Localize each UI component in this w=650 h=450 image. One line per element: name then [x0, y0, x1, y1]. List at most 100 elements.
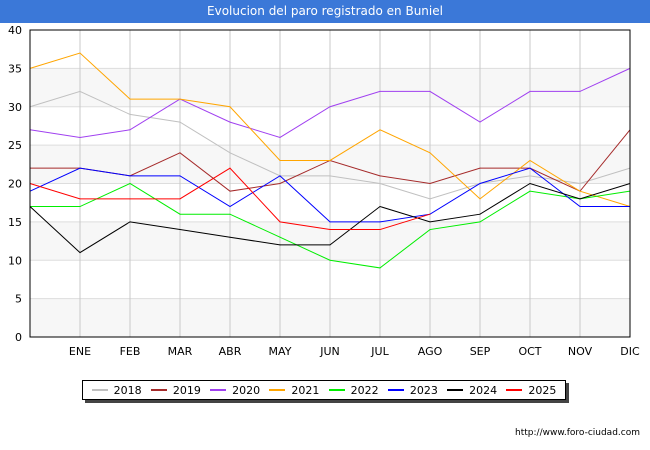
data-point-2024 — [379, 206, 381, 208]
source-url: http://www.foro-ciudad.com — [515, 428, 640, 438]
legend-item-2020: 2020 — [210, 384, 260, 397]
y-tick-label: 25 — [8, 139, 22, 152]
data-point-2018 — [329, 175, 331, 177]
y-tick-label: 35 — [8, 62, 22, 75]
data-point-2019 — [479, 167, 481, 169]
legend-label: 2025 — [528, 383, 557, 397]
data-point-2021 — [129, 98, 131, 100]
legend-label: 2023 — [409, 383, 438, 397]
legend-item-2023: 2023 — [387, 383, 438, 397]
legend-swatch — [269, 389, 286, 391]
data-point-2025 — [429, 213, 431, 215]
legend-item-2021: 2021 — [269, 384, 319, 397]
plot-frame — [29, 29, 631, 338]
data-point-2019 — [279, 183, 281, 184]
data-point-2021 — [429, 152, 431, 154]
data-point-2021 — [479, 198, 481, 200]
data-point-2019 — [429, 183, 431, 184]
y-tick-label: 10 — [8, 254, 22, 267]
data-point-2024 — [79, 252, 81, 254]
data-point-2020 — [529, 90, 531, 92]
data-point-2023 — [129, 175, 131, 177]
x-tick-label: AGO — [418, 345, 443, 358]
data-point-2018 — [179, 121, 181, 123]
data-point-2018 — [529, 175, 531, 177]
legend-swatch — [387, 389, 404, 391]
data-point-2020 — [329, 106, 331, 108]
data-point-2021 — [229, 106, 231, 108]
data-point-2023 — [479, 183, 481, 184]
data-point-2024 — [529, 183, 531, 184]
data-point-2024 — [329, 244, 331, 246]
data-point-2022 — [379, 267, 381, 269]
data-point-2018 — [379, 183, 381, 184]
x-tick-label: JUN — [319, 345, 340, 358]
data-point-2025 — [279, 221, 281, 223]
legend-label: 2021 — [291, 383, 320, 397]
data-point-2025 — [129, 198, 131, 200]
y-tick-label: 30 — [8, 101, 22, 114]
data-point-2025 — [179, 198, 181, 200]
data-point-2021 — [379, 129, 381, 131]
legend: 2018 2019 2020 2021 2022 2023 2024 2025 — [82, 380, 566, 400]
data-point-2025 — [229, 167, 231, 169]
data-point-2018 — [229, 152, 231, 154]
chart-title: Evolucion del paro registrado en Buniel — [0, 0, 650, 23]
data-point-2024 — [279, 244, 281, 246]
data-point-2021 — [279, 159, 281, 161]
legend-swatch — [447, 389, 464, 391]
data-point-2022 — [279, 236, 281, 238]
data-point-2019 — [179, 152, 181, 154]
data-point-2023 — [529, 167, 531, 169]
data-point-2020 — [379, 90, 381, 92]
data-point-2025 — [79, 198, 81, 200]
data-point-2022 — [429, 229, 431, 231]
data-point-2023 — [79, 167, 81, 169]
data-point-2024 — [129, 221, 131, 223]
data-point-2024 — [429, 221, 431, 223]
x-tick-label: MAR — [168, 345, 193, 358]
data-point-2022 — [529, 190, 531, 192]
legend-swatch — [328, 389, 345, 391]
data-point-2023 — [579, 206, 581, 208]
data-point-2022 — [129, 183, 131, 184]
data-point-2018 — [79, 90, 81, 92]
x-tick-label: ENE — [69, 345, 91, 358]
data-point-2025 — [379, 229, 381, 231]
legend-swatch — [506, 389, 523, 391]
data-point-2022 — [179, 213, 181, 215]
data-point-2018 — [579, 183, 581, 184]
y-tick-label: 0 — [15, 331, 22, 344]
data-point-2022 — [329, 259, 331, 261]
legend-swatch — [150, 389, 167, 391]
x-tick-label: ABR — [219, 345, 242, 358]
data-point-2023 — [329, 221, 331, 223]
data-point-2020 — [79, 136, 81, 138]
data-point-2024 — [579, 198, 581, 200]
legend-item-2018: 2018 — [91, 383, 142, 397]
y-tick-label: 20 — [8, 178, 22, 191]
y-tick-label: 40 — [8, 24, 22, 37]
data-point-2023 — [229, 206, 231, 208]
x-tick-label: SEP — [470, 345, 491, 358]
data-point-2020 — [279, 136, 281, 138]
data-point-2024 — [229, 236, 231, 238]
data-point-2021 — [329, 159, 331, 161]
data-point-2021 — [79, 52, 81, 54]
data-point-2023 — [379, 221, 381, 223]
data-point-2023 — [279, 175, 281, 177]
data-point-2021 — [579, 190, 581, 192]
data-point-2018 — [429, 198, 431, 200]
data-point-2020 — [479, 121, 481, 123]
x-tick-label: MAY — [269, 345, 292, 358]
legend-label: 2024 — [469, 383, 498, 397]
data-point-2021 — [179, 98, 181, 100]
legend-item-2024: 2024 — [447, 384, 497, 397]
data-point-2022 — [229, 213, 231, 215]
legend-item-2022: 2022 — [328, 384, 379, 397]
data-point-2020 — [129, 129, 131, 131]
legend-label: 2018 — [113, 383, 142, 397]
legend-item-2019: 2019 — [150, 384, 201, 397]
data-point-2019 — [379, 175, 381, 177]
